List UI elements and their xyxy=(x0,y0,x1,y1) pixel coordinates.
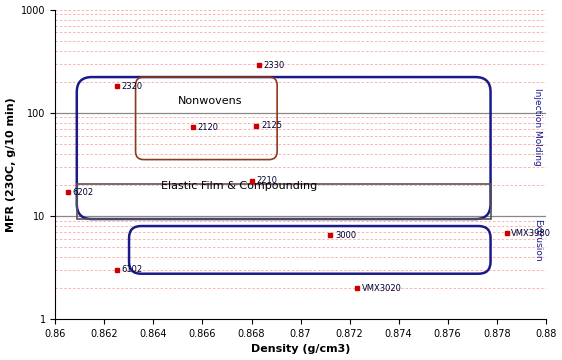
Text: 2320: 2320 xyxy=(121,82,143,91)
Text: VMX3020: VMX3020 xyxy=(362,284,402,293)
Text: Elastic Film & Compounding: Elastic Film & Compounding xyxy=(161,181,317,192)
Text: Injection Molding: Injection Molding xyxy=(533,88,542,166)
Text: 2125: 2125 xyxy=(261,121,282,130)
Text: Extrusion: Extrusion xyxy=(533,219,542,262)
Text: 2120: 2120 xyxy=(198,123,219,132)
Text: 6102: 6102 xyxy=(121,265,143,274)
Bar xyxy=(77,184,491,219)
X-axis label: Density (g/cm3): Density (g/cm3) xyxy=(251,345,350,355)
Text: 2330: 2330 xyxy=(264,60,285,69)
Text: 6202: 6202 xyxy=(72,188,94,197)
Text: Nonwovens: Nonwovens xyxy=(178,96,242,106)
Y-axis label: MFR (230C, g/10 min): MFR (230C, g/10 min) xyxy=(6,97,16,232)
Text: 3000: 3000 xyxy=(335,231,356,240)
Text: VMX3980: VMX3980 xyxy=(511,229,551,238)
Text: 2210: 2210 xyxy=(256,176,278,185)
